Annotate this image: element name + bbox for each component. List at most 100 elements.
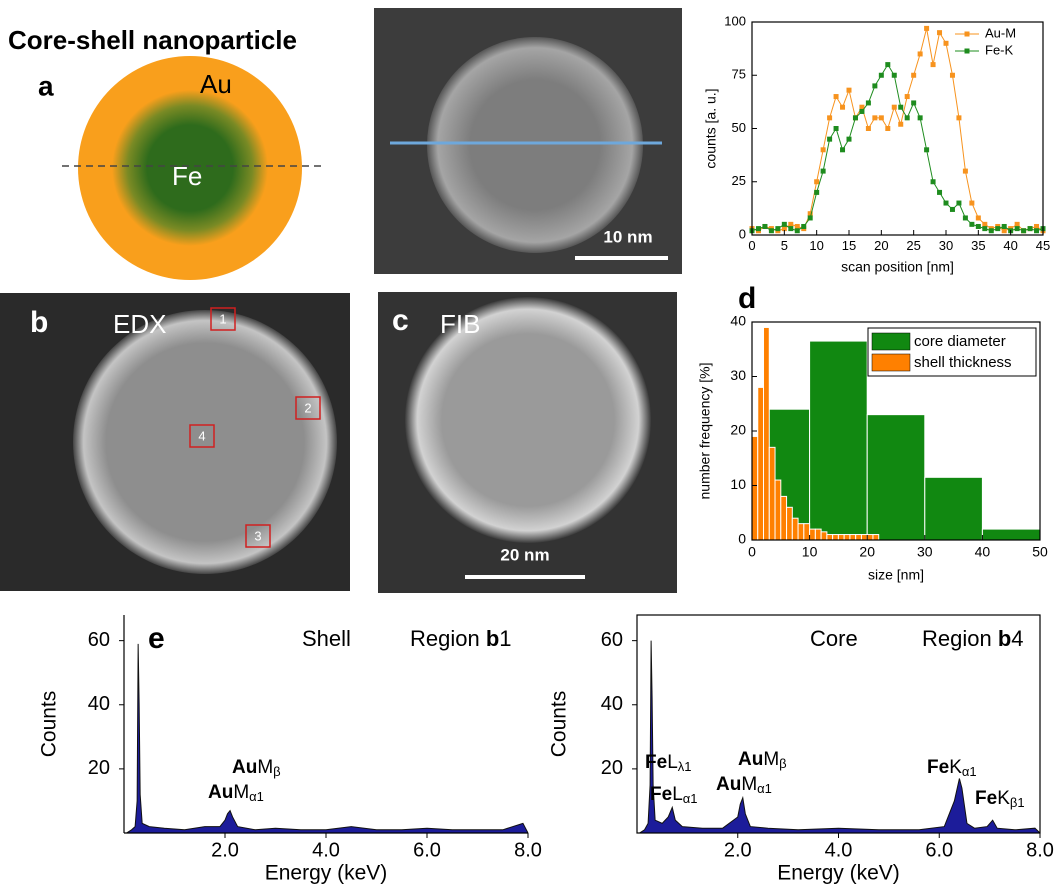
peak-label: FeLλ1 xyxy=(645,752,692,774)
bar xyxy=(832,534,839,541)
x-axis-label: Energy (keV) xyxy=(265,862,388,885)
point xyxy=(1021,228,1027,234)
region-box xyxy=(210,307,236,331)
bar xyxy=(763,326,770,541)
x-tick-label: 30 xyxy=(917,543,933,559)
region-number: 1 xyxy=(499,626,511,651)
x-tick-label: 0 xyxy=(748,238,755,253)
point xyxy=(1034,228,1040,234)
bar xyxy=(797,523,805,541)
chart: 0 10 20 30 40 50 0 10 20 30 40 size [nm] number freq… xyxy=(697,313,1048,583)
x-tick-label: 40 xyxy=(1003,238,1017,253)
region-box xyxy=(189,424,215,448)
point xyxy=(1001,228,1007,234)
shell-label: Au xyxy=(200,69,232,99)
point xyxy=(1014,226,1020,232)
point xyxy=(937,189,943,195)
point xyxy=(949,206,955,212)
point xyxy=(788,226,794,232)
y-tick-label: 30 xyxy=(730,367,746,383)
mode-label: FIB xyxy=(440,309,480,339)
element: Fe xyxy=(645,752,667,773)
x-tick-label: 35 xyxy=(971,238,985,253)
particle xyxy=(427,37,643,253)
point xyxy=(762,223,768,229)
point xyxy=(1027,226,1033,232)
region-number: 3 xyxy=(254,528,261,543)
element: Au xyxy=(738,749,763,770)
y-tick-label: 20 xyxy=(601,757,623,779)
legend-label: core diameter xyxy=(914,333,1006,350)
region-word: Region xyxy=(410,626,480,651)
x-tick-label: 45 xyxy=(1036,238,1050,253)
panel-label: b xyxy=(30,306,48,339)
point xyxy=(820,147,826,153)
x-tick-label: 2.0 xyxy=(211,839,239,861)
x-tick-label: 5 xyxy=(781,238,788,253)
point xyxy=(930,179,936,185)
line: K xyxy=(997,788,1010,809)
core xyxy=(112,90,268,246)
point xyxy=(794,228,800,234)
mode-label: EDX xyxy=(113,309,166,339)
x-tick-label: 10 xyxy=(809,238,823,253)
point xyxy=(898,121,904,127)
point xyxy=(814,179,820,185)
x-tick-label: 30 xyxy=(939,238,953,253)
bar xyxy=(855,534,862,541)
region-panel: b xyxy=(486,626,499,651)
line: M xyxy=(257,757,273,778)
point xyxy=(801,223,807,229)
point xyxy=(898,104,904,110)
subscript: α1 xyxy=(249,789,264,804)
x-tick-label: 8.0 xyxy=(1026,839,1054,861)
core-label: Fe xyxy=(172,161,202,191)
bar xyxy=(803,523,811,541)
phase-label: Core xyxy=(810,626,858,651)
peak-label: AuMα1 xyxy=(208,782,264,804)
y-tick-label: 20 xyxy=(88,757,110,779)
point xyxy=(865,100,871,106)
subscript: β xyxy=(779,756,786,771)
bar xyxy=(820,531,828,541)
legend-swatch xyxy=(871,353,911,372)
point xyxy=(859,108,865,114)
legend-label: Au-M xyxy=(985,25,1016,40)
y-tick-label: 0 xyxy=(739,226,746,241)
point xyxy=(956,115,962,121)
peak-label: AuMβ xyxy=(232,757,281,779)
point xyxy=(891,72,897,78)
legend-label: shell thickness xyxy=(914,354,1012,371)
bar xyxy=(843,534,851,541)
figure-title: Core-shell nanoparticle xyxy=(8,25,297,55)
subscript: α1 xyxy=(683,791,698,806)
bar xyxy=(774,479,782,541)
y-tick-label: 0 xyxy=(738,531,746,547)
region-number: 1 xyxy=(219,311,226,326)
chart: 0 5 10 15 20 25 30 35 40 45 0 25 50 75 100 scan positio… xyxy=(703,13,1051,274)
x-axis-label: Energy (keV) xyxy=(777,862,900,885)
y-tick-label: 100 xyxy=(724,13,746,28)
point xyxy=(911,100,917,106)
line: L xyxy=(672,784,683,805)
bar xyxy=(757,386,765,541)
y-tick-label: 60 xyxy=(88,629,110,651)
y-tick-label: 50 xyxy=(732,120,746,135)
y-tick-label: 20 xyxy=(730,422,746,438)
legend-swatch xyxy=(871,332,911,351)
subscript: α1 xyxy=(757,781,772,796)
bar xyxy=(924,476,983,541)
x-tick-label: 0 xyxy=(748,543,756,559)
element: Au xyxy=(716,774,741,795)
bar xyxy=(751,435,759,541)
point xyxy=(949,72,955,78)
y-axis-label: number frequency [%] xyxy=(697,363,713,500)
point xyxy=(872,115,878,121)
y-axis-label: counts [a. u.] xyxy=(703,88,719,168)
bar xyxy=(872,534,880,541)
panel-label: a xyxy=(38,70,54,101)
point xyxy=(885,62,891,68)
x-tick-label: 25 xyxy=(906,238,920,253)
bar xyxy=(809,340,868,541)
